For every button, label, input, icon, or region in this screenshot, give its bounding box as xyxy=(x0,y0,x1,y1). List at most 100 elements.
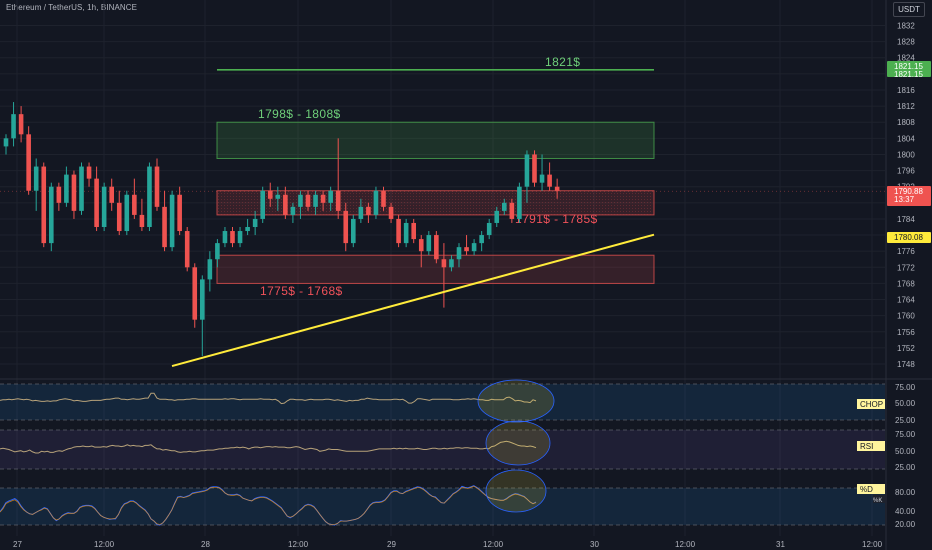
price-axis-tick: 1828 xyxy=(897,38,915,47)
indicator-series-line xyxy=(0,485,537,525)
indicator-axis-tick: 25.00 xyxy=(895,416,916,425)
candle-body xyxy=(101,186,107,227)
candle-body xyxy=(486,222,492,236)
zone-box xyxy=(216,190,655,216)
highlight-ellipse xyxy=(477,379,555,423)
candle-body xyxy=(547,174,552,187)
candle-body xyxy=(207,259,213,280)
price-axis-tick: 1768 xyxy=(897,279,915,288)
indicator-name: RSI xyxy=(860,442,873,451)
zone-label: 1775$ - 1768$ xyxy=(260,284,343,298)
indicator-series-line xyxy=(0,392,537,405)
candle-body xyxy=(434,235,439,260)
candle-body xyxy=(230,231,235,244)
candle-body xyxy=(86,166,92,179)
price-axis-tick: 1804 xyxy=(897,134,915,143)
candle-body xyxy=(373,190,379,215)
candle-body xyxy=(343,210,349,244)
price-tag-value: 1790.88 xyxy=(894,187,923,196)
candle-body xyxy=(418,239,424,252)
candle-body xyxy=(94,178,99,227)
candle-body xyxy=(79,166,84,211)
price-axis-tick: 1784 xyxy=(897,215,915,224)
price-tag xyxy=(887,186,931,206)
time-axis-tick: 28 xyxy=(201,540,210,549)
price-tag-secondary: 13:37 xyxy=(894,195,915,204)
candle-body xyxy=(517,186,522,219)
price-axis-tick: 1796 xyxy=(897,167,915,176)
price-axis-tick: 1748 xyxy=(897,360,915,369)
candle-body xyxy=(388,206,394,219)
candle-body xyxy=(260,190,265,219)
resistance-label: 1821$ xyxy=(545,55,580,69)
candle-body xyxy=(245,227,250,232)
candle-body xyxy=(328,190,333,203)
price-axis-tick: 1752 xyxy=(897,344,915,353)
indicator-band xyxy=(0,488,885,525)
indicator-axis-tick: 80.00 xyxy=(895,488,916,497)
time-axis-tick: 12:00 xyxy=(94,540,115,549)
candle-body xyxy=(56,186,62,203)
highlight-ellipse xyxy=(485,469,547,513)
price-tag-secondary: 1821.15 xyxy=(894,70,923,79)
candle-body xyxy=(71,174,77,211)
candle-body xyxy=(3,138,9,147)
candle-body xyxy=(554,186,560,191)
candle-body xyxy=(147,166,152,227)
zone-label: 1791$ - 1785$ xyxy=(515,212,598,226)
candle-body xyxy=(358,206,364,219)
candle-body xyxy=(26,134,31,191)
time-axis-tick: 29 xyxy=(387,540,396,549)
indicator-name-tag xyxy=(857,441,885,451)
price-axis-tick: 1808 xyxy=(897,118,915,127)
zone-box xyxy=(216,254,655,284)
candle-body xyxy=(335,190,341,211)
candle-body xyxy=(532,154,537,183)
candle-body xyxy=(64,174,69,203)
candle-body xyxy=(351,218,356,244)
indicator-axis-tick: 75.00 xyxy=(895,383,916,392)
candle-body xyxy=(184,231,190,268)
indicator-name-tag xyxy=(857,484,885,494)
price-axis-tick: 1756 xyxy=(897,328,915,337)
candle-body xyxy=(366,206,371,215)
indicator-axis-tick: 20.00 xyxy=(895,520,916,529)
candle-body xyxy=(41,166,47,244)
currency-button[interactable]: USDT xyxy=(893,2,925,17)
price-tag xyxy=(887,61,931,77)
candle-body xyxy=(169,194,175,248)
candle-body xyxy=(283,194,288,215)
zone-box xyxy=(216,121,655,159)
candle-body xyxy=(11,114,16,139)
price-axis-tick: 1760 xyxy=(897,312,915,321)
indicator-name: %D xyxy=(860,485,873,494)
candle-body xyxy=(441,259,447,268)
candle-body xyxy=(139,214,145,227)
price-axis-tick: 1772 xyxy=(897,263,915,272)
ascending-trendline xyxy=(171,233,655,367)
time-axis-tick: 12:00 xyxy=(288,540,309,549)
indicator-pane xyxy=(0,469,885,526)
candle-body xyxy=(18,114,24,135)
time-axis-tick: 12:00 xyxy=(675,540,696,549)
highlight-ellipse xyxy=(485,420,551,466)
indicator-band xyxy=(0,430,885,469)
price-tag xyxy=(887,232,931,243)
candle-body xyxy=(539,174,545,183)
candle-body xyxy=(116,202,122,232)
time-axis-tick: 30 xyxy=(590,540,599,549)
candle-body xyxy=(320,194,326,203)
indicator-axis-tick: 25.00 xyxy=(895,463,916,472)
candle-body xyxy=(200,279,205,320)
candle-body xyxy=(154,166,160,207)
candle-body xyxy=(49,186,54,244)
candle-body xyxy=(215,243,220,260)
candle-body xyxy=(162,206,167,248)
price-axis-tick: 1776 xyxy=(897,247,915,256)
indicator-band xyxy=(0,384,885,420)
price-axis-tick: 1832 xyxy=(897,22,915,31)
candle-body xyxy=(192,267,198,320)
candle-body xyxy=(396,218,401,244)
